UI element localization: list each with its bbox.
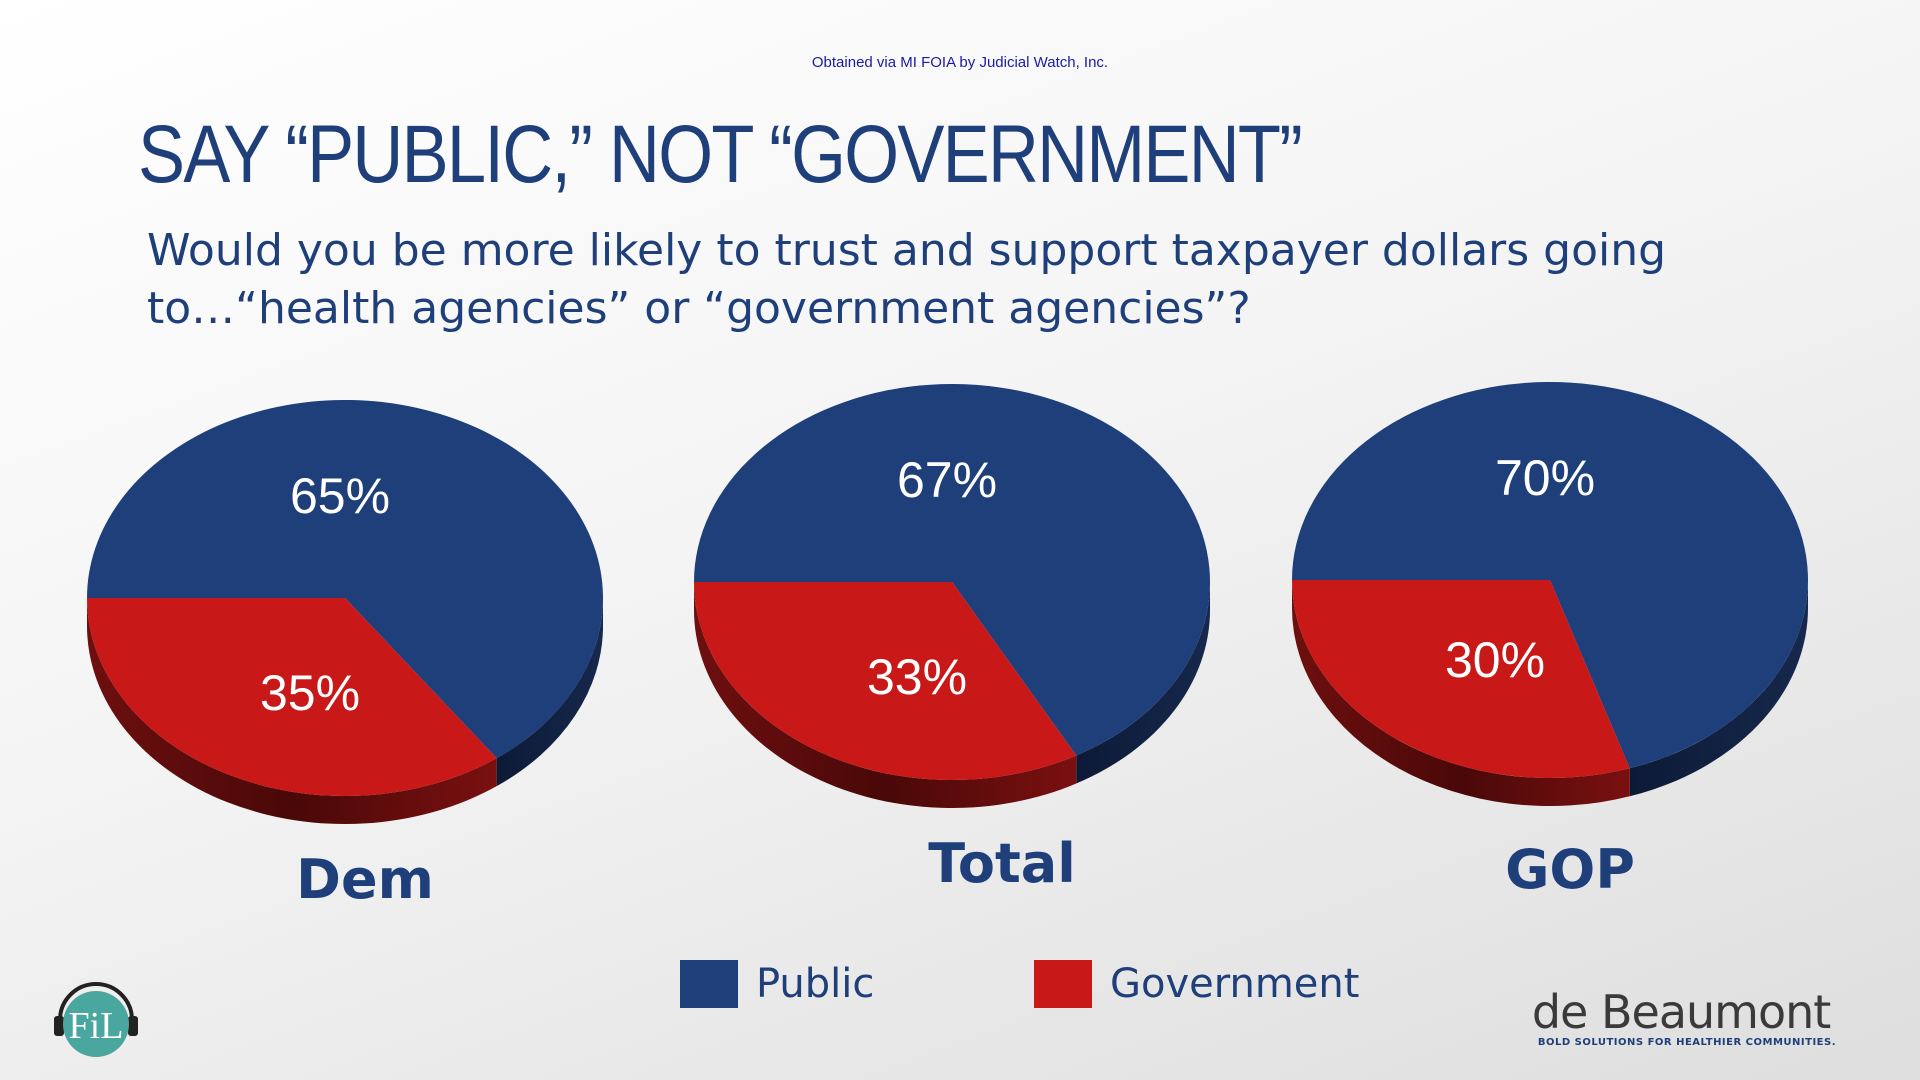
legend-swatch-public [680, 960, 738, 1008]
fil-logo-text: FiL [69, 1005, 124, 1047]
pie-group-label: Total [928, 832, 1076, 895]
pie-label-government: 35% [260, 665, 360, 721]
pie-label-public: 70% [1495, 450, 1595, 506]
fil-logo: FiL [54, 982, 138, 1057]
pie-side-public [496, 598, 603, 787]
pie-label-government: 33% [867, 649, 967, 705]
pie-charts: 65% 35% Dem 67% 33% Total 70% 30% GOP [87, 382, 1809, 911]
source-note: Obtained via MI FOIA by Judicial Watch, … [811, 54, 1109, 71]
pie-side-government [87, 598, 497, 824]
pie-side-government [1292, 580, 1630, 807]
brand-name: de Beaumont [1531, 985, 1831, 1039]
legend-item-government: Government [1034, 960, 1359, 1008]
page-title: SAY “PUBLIC,” NOT “GOVERNMENT” [138, 109, 1303, 200]
pie-slice-public [694, 384, 1211, 756]
brand-tagline: BOLD SOLUTIONS FOR HEALTHIER COMMUNITIES… [1537, 1037, 1836, 1048]
pie-gop: 70% 30% GOP [1292, 382, 1809, 901]
pie-side-government [694, 582, 1077, 808]
survey-question: Would you be more likely to trust and su… [147, 225, 1667, 334]
pie-slice-government [87, 598, 497, 796]
pie-label-public: 65% [290, 468, 390, 524]
legend-swatch-government [1034, 960, 1092, 1008]
pie-side-public [1629, 580, 1808, 797]
pie-label-public: 67% [897, 452, 997, 508]
pie-side-public [1076, 582, 1210, 784]
pie-total: 67% 33% Total [694, 384, 1211, 895]
legend-item-public: Public [680, 960, 874, 1008]
pie-dem: 65% 35% Dem [87, 400, 603, 911]
pie-label-government: 30% [1445, 632, 1545, 688]
de-beaumont-logo: de Beaumont BOLD SOLUTIONS FOR HEALTHIER… [1532, 985, 1836, 1048]
legend: Public Government [0, 960, 1920, 1020]
pie-group-label: GOP [1505, 838, 1635, 901]
pie-slice-government [1292, 580, 1630, 778]
pie-slice-public [87, 400, 603, 759]
pie-slice-government [694, 582, 1077, 780]
legend-label-public: Public [756, 961, 875, 1007]
pie-group-label: Dem [296, 848, 434, 911]
legend-label-government: Government [1110, 961, 1360, 1007]
pie-slice-public [1292, 382, 1809, 769]
